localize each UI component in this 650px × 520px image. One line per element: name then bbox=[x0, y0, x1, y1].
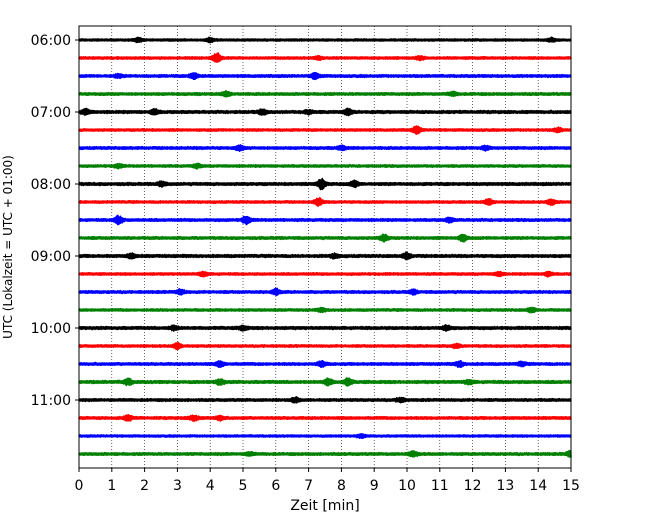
x-tick-label-14: 14 bbox=[529, 478, 547, 494]
x-tick-label-9: 9 bbox=[370, 478, 379, 494]
x-tick-label-15: 15 bbox=[562, 478, 580, 494]
trace-10:45 bbox=[78, 377, 572, 387]
y-axis-ticks: 06:00 07:00 08:00 09:00 10:00 11:00 bbox=[31, 33, 79, 409]
trace-07:30 bbox=[78, 144, 572, 153]
seismic-traces bbox=[78, 36, 572, 458]
trace-08:15 bbox=[78, 196, 572, 207]
x-tick-label-10: 10 bbox=[398, 478, 416, 494]
trace-11:00 bbox=[78, 396, 572, 404]
trace-06:45 bbox=[78, 90, 572, 98]
trace-11:45 bbox=[78, 449, 572, 458]
x-tick-label-12: 12 bbox=[464, 478, 482, 494]
x-axis-label: Zeit [min] bbox=[290, 498, 359, 514]
trace-07:00 bbox=[78, 107, 572, 117]
trace-11:30 bbox=[78, 433, 572, 440]
trace-09:15 bbox=[78, 270, 572, 278]
x-tick-label-7: 7 bbox=[304, 478, 313, 494]
trace-11:15 bbox=[78, 414, 572, 423]
y-tick-label-10:00: 10:00 bbox=[31, 321, 71, 337]
x-tick-label-2: 2 bbox=[140, 478, 149, 494]
trace-10:00 bbox=[78, 324, 572, 332]
x-tick-label-1: 1 bbox=[107, 478, 116, 494]
x-tick-label-0: 0 bbox=[75, 478, 84, 494]
x-tick-label-13: 13 bbox=[496, 478, 514, 494]
x-tick-label-6: 6 bbox=[271, 478, 280, 494]
y-tick-label-06:00: 06:00 bbox=[31, 33, 71, 49]
x-tick-label-3: 3 bbox=[173, 478, 182, 494]
trace-06:15 bbox=[78, 52, 572, 63]
plot-frame bbox=[78, 25, 572, 469]
trace-08:45 bbox=[78, 233, 572, 243]
plot-area bbox=[79, 26, 571, 468]
trace-06:00 bbox=[78, 36, 572, 44]
x-tick-label-5: 5 bbox=[239, 478, 248, 494]
trace-06:30 bbox=[78, 71, 572, 81]
x-axis-ticks: 0 1 2 3 4 5 6 7 8 9 10 11 12 13 14 15 bbox=[75, 468, 580, 494]
trace-08:30 bbox=[78, 214, 572, 226]
trace-10:15 bbox=[78, 341, 572, 351]
x-tick-label-4: 4 bbox=[206, 478, 215, 494]
y-tick-label-08:00: 08:00 bbox=[31, 177, 71, 193]
trace-09:45 bbox=[78, 306, 572, 314]
x-tick-label-8: 8 bbox=[337, 478, 346, 494]
trace-08:00 bbox=[78, 177, 572, 191]
trace-09:00 bbox=[78, 251, 572, 261]
y-tick-label-07:00: 07:00 bbox=[31, 105, 71, 121]
trace-10:30 bbox=[78, 359, 572, 369]
y-tick-label-11:00: 11:00 bbox=[31, 393, 71, 409]
trace-07:15 bbox=[78, 125, 572, 135]
y-axis-label: UTC (Lokalzeit = UTC + 01:00) bbox=[1, 155, 15, 339]
x-tick-label-11: 11 bbox=[431, 478, 449, 494]
trace-07:45 bbox=[78, 162, 572, 170]
trace-09:30 bbox=[78, 287, 572, 297]
y-tick-label-09:00: 09:00 bbox=[31, 249, 71, 265]
